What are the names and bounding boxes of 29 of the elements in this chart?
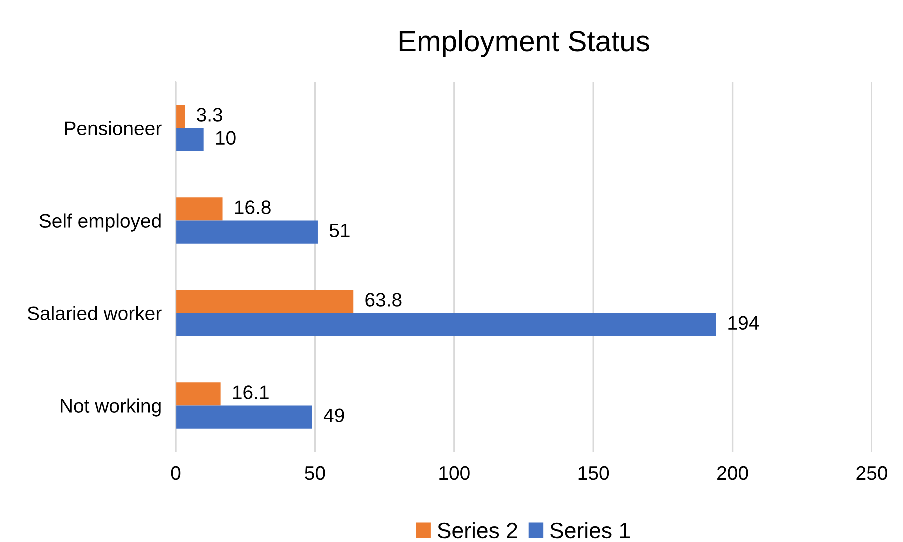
data-label: 16.1 bbox=[233, 386, 269, 400]
x-tick-label: 0 bbox=[171, 466, 181, 480]
chart-title: Employment Status bbox=[400, 30, 650, 58]
x-tick-label: 200 bbox=[718, 466, 748, 480]
data-label: 63.8 bbox=[366, 293, 402, 307]
y-tick-label: Not working bbox=[61, 398, 161, 417]
y-tick-label: Salaried worker bbox=[28, 306, 162, 320]
y-tick-label: Self employed bbox=[40, 214, 161, 232]
legend-label: Series 2 bbox=[438, 522, 518, 539]
bar bbox=[176, 128, 204, 152]
bar bbox=[176, 220, 318, 244]
x-tick-label: 50 bbox=[305, 466, 326, 480]
bar bbox=[176, 105, 186, 128]
bar bbox=[176, 290, 354, 314]
x-tick-label: 100 bbox=[440, 466, 470, 480]
x-tick-label: 250 bbox=[856, 466, 888, 480]
legend-label: Series 1 bbox=[550, 522, 630, 539]
data-label: 3.3 bbox=[197, 108, 222, 122]
data-label: 194 bbox=[728, 316, 760, 330]
bar bbox=[176, 382, 221, 406]
data-label: 49 bbox=[324, 408, 344, 423]
x-tick-label: 150 bbox=[578, 466, 610, 480]
data-label: 51 bbox=[330, 224, 350, 238]
bar bbox=[176, 406, 312, 429]
data-label: 16.8 bbox=[235, 200, 271, 214]
y-tick-label: Pensioneer bbox=[65, 121, 162, 136]
data-label: 10 bbox=[216, 131, 236, 146]
bar bbox=[176, 198, 223, 221]
bar bbox=[176, 313, 716, 336]
